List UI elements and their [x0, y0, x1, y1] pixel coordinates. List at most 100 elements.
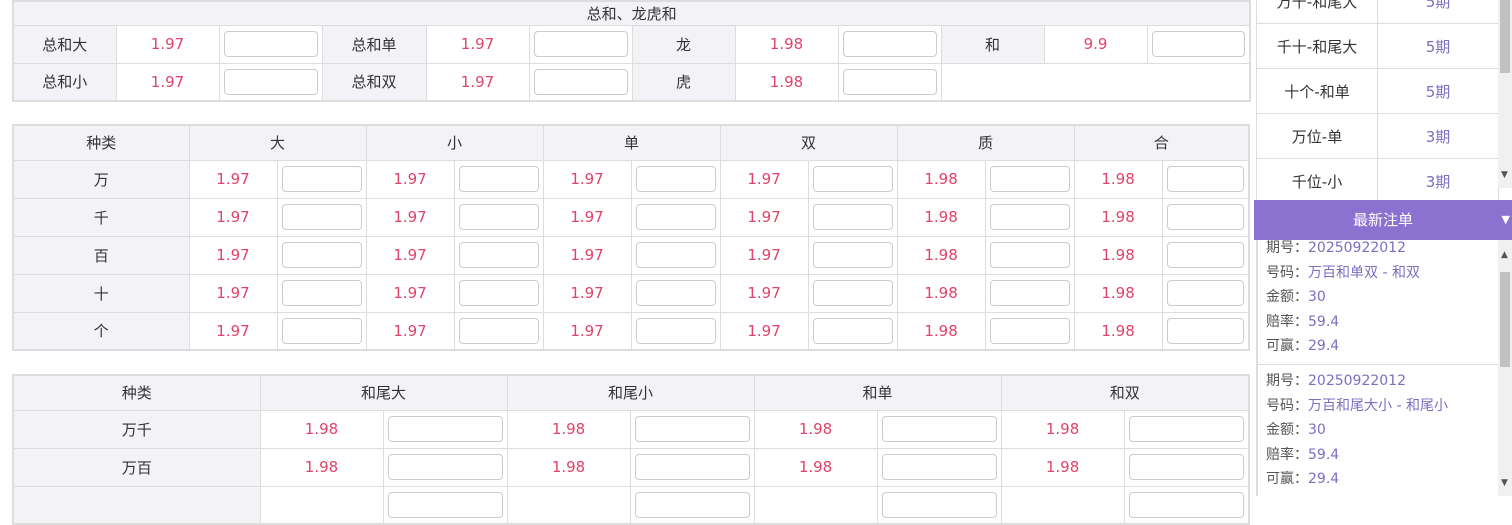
row-label: 万百	[12, 447, 261, 487]
bet-amount-input[interactable]	[533, 68, 628, 95]
bet-amount-input[interactable]	[812, 280, 893, 306]
streak-name: 千十-和尾大	[1256, 23, 1378, 69]
bet-amount-input[interactable]	[812, 166, 893, 192]
field-label: 号码：	[1266, 397, 1308, 414]
streak-periods: 5期	[1377, 0, 1499, 24]
column-header: 和尾小	[506, 374, 755, 411]
scroll-thumb[interactable]	[1500, 0, 1510, 73]
bet-amount-input[interactable]	[1151, 31, 1246, 57]
row-label	[12, 485, 261, 525]
bet-label: 总和双	[321, 62, 427, 102]
bet-amount-input[interactable]	[281, 166, 362, 192]
row-label: 百	[12, 235, 190, 275]
bets-scrollbar[interactable]: ▲ ▼	[1498, 240, 1512, 496]
bet-label: 总和小	[12, 62, 117, 102]
scroll-down-icon[interactable]: ▼	[1501, 478, 1508, 488]
scroll-thumb[interactable]	[1500, 272, 1510, 367]
latest-bets-header[interactable]: 最新注单 ▼	[1254, 200, 1512, 240]
streak-periods: 3期	[1377, 158, 1499, 204]
bet-amount-cell	[630, 235, 721, 275]
row-label: 千	[12, 197, 190, 237]
bet-amount-cell	[984, 159, 1075, 199]
field-value: 29.4	[1308, 338, 1340, 355]
bet-amount-input[interactable]	[281, 204, 362, 230]
bet-amount-input[interactable]	[635, 242, 716, 268]
scroll-down-icon[interactable]: ▼	[1501, 170, 1508, 180]
bet-amount-input[interactable]	[1166, 317, 1245, 344]
bet-amount-input[interactable]	[458, 166, 539, 192]
bet-amount-input[interactable]	[1166, 242, 1245, 268]
bet-amount-input[interactable]	[989, 204, 1070, 230]
bet-amount-input[interactable]	[989, 242, 1070, 268]
bet-amount-cell	[876, 485, 1002, 525]
bet-amount-cell	[276, 235, 367, 275]
bet-amount-input[interactable]	[533, 31, 628, 57]
bet-amount-cell	[630, 273, 721, 313]
bet-amount-input[interactable]	[458, 317, 539, 344]
bet-amount-input[interactable]	[387, 416, 503, 442]
bet-amount-input[interactable]	[989, 166, 1070, 192]
bet-amount-cell	[1161, 159, 1250, 199]
bet-amount-input[interactable]	[989, 317, 1070, 344]
pair-odds-table: 种类 和尾大 和尾小 和单 和双 万千 1.98 1.98 1.98 1.98 万百 1.98 1.98…	[12, 374, 1251, 525]
bet-amount-cell	[1123, 447, 1250, 487]
bet-amount-input[interactable]	[281, 242, 362, 268]
caret-down-icon[interactable]: ▼	[1501, 213, 1510, 226]
odds-value: 1.98	[896, 197, 986, 237]
scroll-up-icon[interactable]: ▲	[1501, 250, 1508, 260]
bet-label: 总和大	[12, 24, 117, 64]
bet-amount-cell	[837, 24, 942, 64]
bet-amount-input[interactable]	[634, 416, 750, 442]
odds-value: 1.98	[1073, 235, 1163, 275]
bet-amount-input[interactable]	[1166, 204, 1245, 230]
bet-amount-input[interactable]	[881, 416, 997, 442]
bet-amount-input[interactable]	[812, 317, 893, 344]
bet-code: 号码：万百和单双 - 和双	[1266, 261, 1490, 286]
bet-amount-input[interactable]	[842, 31, 937, 57]
field-value: 20250922012	[1308, 372, 1406, 389]
bet-amount-input[interactable]	[1166, 280, 1245, 306]
bet-amount-input[interactable]	[812, 242, 893, 268]
odds-value: 1.97	[542, 273, 632, 313]
field-value: 59.4	[1308, 313, 1340, 330]
bet-amount-input[interactable]	[1128, 454, 1245, 480]
streak-table: 万千-和尾大 5期 千十-和尾大 5期 十个-和单 5期 万位-单 3期 千位-小 3期	[1256, 0, 1499, 204]
odds-value: 1.98	[1000, 447, 1125, 487]
table-row: 千 1.97 1.97 1.97 1.97 1.98 1.98	[12, 197, 1250, 237]
bet-amount-input[interactable]	[458, 204, 539, 230]
bet-amount-cell	[630, 159, 721, 199]
bet-amount-cell	[629, 447, 755, 487]
table-row: 万百 1.98 1.98 1.98 1.98	[12, 447, 1250, 487]
bet-amount-input[interactable]	[842, 68, 937, 95]
streak-row: 万千-和尾大 5期	[1256, 0, 1499, 24]
bet-amount-input[interactable]	[1128, 416, 1245, 442]
odds-value: 1.97	[425, 24, 530, 64]
bet-amount-input[interactable]	[281, 317, 362, 344]
bet-amount-input[interactable]	[635, 317, 716, 344]
bet-amount-input[interactable]	[223, 31, 318, 57]
bet-amount-input[interactable]	[387, 454, 503, 480]
bet-amount-input[interactable]	[458, 280, 539, 306]
bet-amount-input[interactable]	[635, 204, 716, 230]
odds-value: 1.97	[115, 62, 220, 102]
bet-amount-input[interactable]	[458, 242, 539, 268]
bet-amount-input[interactable]	[281, 280, 362, 306]
field-value: 29.4	[1308, 471, 1340, 488]
bet-amount-input[interactable]	[223, 68, 318, 95]
column-header: 种类	[12, 124, 190, 161]
bet-amount-input[interactable]	[635, 166, 716, 192]
odds-value: 1.97	[719, 197, 809, 237]
bet-amount-input[interactable]	[635, 280, 716, 306]
bet-amount-input[interactable]	[634, 454, 750, 480]
odds-value: 1.97	[542, 235, 632, 275]
bet-amount-cell	[276, 311, 367, 351]
streak-scrollbar[interactable]: ▼	[1498, 0, 1512, 188]
bet-amount-input[interactable]	[812, 204, 893, 230]
odds-value: 1.97	[365, 197, 455, 237]
bet-amount-cell	[218, 62, 323, 102]
bet-odds: 赔率：59.4	[1266, 443, 1490, 468]
bet-amount-input[interactable]	[1166, 166, 1245, 192]
bet-amount-input[interactable]	[989, 280, 1070, 306]
odds-value: 1.98	[896, 159, 986, 199]
bet-amount-input[interactable]	[881, 454, 997, 480]
